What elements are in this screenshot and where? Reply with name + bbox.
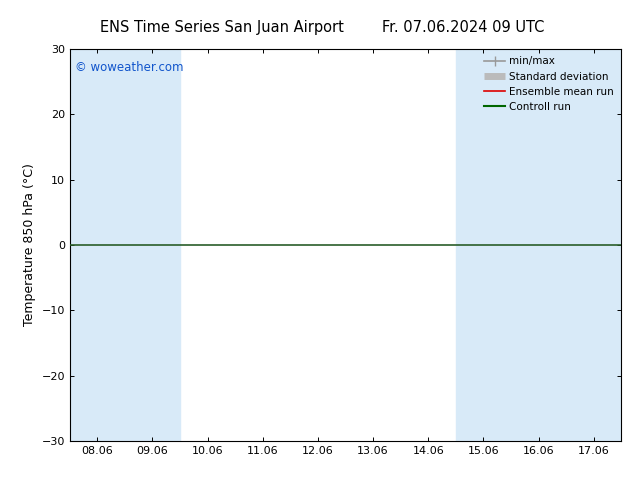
Bar xyxy=(511,49,566,441)
Text: Fr. 07.06.2024 09 UTC: Fr. 07.06.2024 09 UTC xyxy=(382,20,544,35)
Bar xyxy=(125,49,180,441)
Bar xyxy=(456,49,511,441)
Bar xyxy=(566,49,621,441)
Y-axis label: Temperature 850 hPa (°C): Temperature 850 hPa (°C) xyxy=(23,164,36,326)
Text: © woweather.com: © woweather.com xyxy=(75,61,184,74)
Legend: min/max, Standard deviation, Ensemble mean run, Controll run: min/max, Standard deviation, Ensemble me… xyxy=(480,52,618,116)
Bar xyxy=(70,49,125,441)
Text: ENS Time Series San Juan Airport: ENS Time Series San Juan Airport xyxy=(100,20,344,35)
